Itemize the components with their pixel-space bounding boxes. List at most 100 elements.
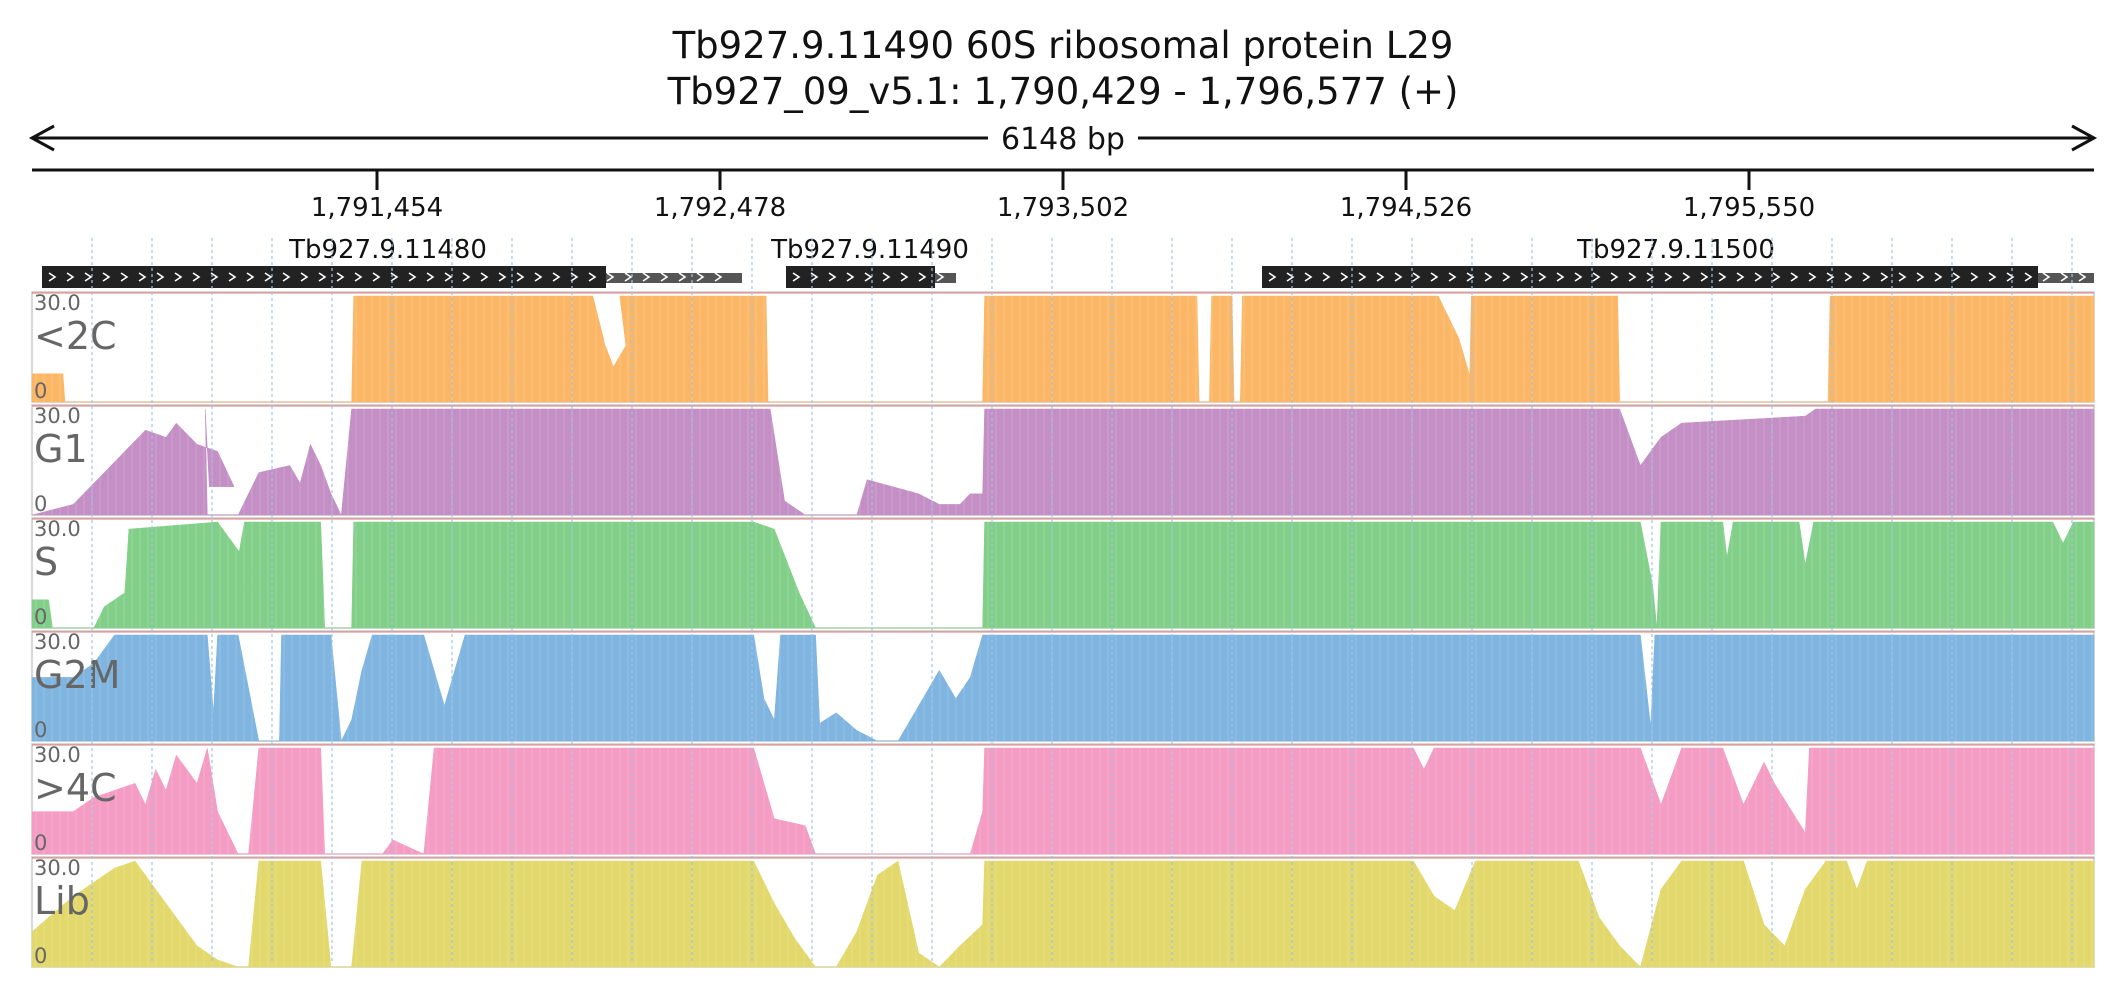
gene-3[interactable]: Tb927.9.11500 xyxy=(1262,235,2094,288)
strand-arrow-icon xyxy=(1646,272,1655,282)
strand-arrow-icon xyxy=(228,272,237,282)
strand-arrow-icon xyxy=(1862,272,1871,282)
gene-label: Tb927.9.11500 xyxy=(1576,235,1775,265)
track-ymax-label: 30.0 xyxy=(34,856,81,880)
strand-arrow-icon xyxy=(1772,272,1781,282)
coverage-area xyxy=(31,521,2095,629)
strand-arrow-icon xyxy=(1682,272,1691,282)
strand-arrow-icon xyxy=(354,272,363,282)
strand-arrow-icon xyxy=(570,272,579,282)
strand-arrow-icon xyxy=(210,272,219,282)
track-label: G2M xyxy=(34,653,120,697)
strand-arrow-icon xyxy=(1736,272,1745,282)
strand-arrow-icon xyxy=(390,272,399,282)
bar-texture xyxy=(35,294,2093,402)
span-label: 6148 bp xyxy=(1001,122,1125,157)
strand-arrow-icon xyxy=(552,272,561,282)
track-0: 30.0 0 <2C xyxy=(31,291,2095,403)
strand-arrow-icon xyxy=(426,272,435,282)
ruler-tick-label: 1,794,526 xyxy=(1340,193,1472,223)
track-ymin-label: 0 xyxy=(34,718,47,742)
strand-arrow-icon xyxy=(1412,272,1421,282)
strand-arrow-icon xyxy=(66,272,75,282)
strand-arrow-icon xyxy=(810,272,819,282)
coverage-area xyxy=(31,408,2095,516)
strand-arrow-icon xyxy=(138,272,147,282)
track-ymax-label: 30.0 xyxy=(34,630,81,654)
ruler-ticks: 1,791,454 1,792,478 1,793,502 1,794,526 1,79… xyxy=(311,170,1815,223)
track-ymax-label: 30.0 xyxy=(34,517,81,541)
strand-arrow-icon xyxy=(1718,272,1727,282)
coverage-area xyxy=(31,747,2095,855)
strand-arrow-icon xyxy=(1664,272,1673,282)
gene-label: Tb927.9.11480 xyxy=(288,235,487,265)
strand-arrow-icon xyxy=(1700,272,1709,282)
strand-arrow-icon xyxy=(372,272,381,282)
track-ymin-label: 0 xyxy=(34,492,47,516)
strand-arrow-icon xyxy=(792,272,801,282)
strand-arrow-icon xyxy=(1592,272,1601,282)
coverage-area xyxy=(31,860,2095,968)
strand-arrow-icon xyxy=(1466,272,1475,282)
strand-arrow-icon xyxy=(1358,272,1367,282)
gene-utr xyxy=(606,273,742,283)
track-ymin-label: 0 xyxy=(34,831,47,855)
gene-1[interactable]: Tb927.9.11480 xyxy=(42,235,742,288)
strand-arrow-icon xyxy=(1934,272,1943,282)
track-ymax-label: 30.0 xyxy=(34,291,81,315)
track-label: >4C xyxy=(34,766,117,810)
strand-arrow-icon xyxy=(1322,272,1331,282)
strand-arrow-icon xyxy=(1376,272,1385,282)
strand-arrow-icon xyxy=(1556,272,1565,282)
strand-arrow-icon xyxy=(84,272,93,282)
strand-arrow-icon xyxy=(120,272,129,282)
strand-arrow-icon xyxy=(1268,272,1277,282)
strand-arrow-icon xyxy=(444,272,453,282)
strand-arrow-icon xyxy=(1898,272,1907,282)
track-4: 30.0 0 >4C xyxy=(31,743,2095,855)
coverage-area xyxy=(31,634,2095,742)
strand-arrow-icon xyxy=(1340,272,1349,282)
gene-2[interactable]: Tb927.9.11490 xyxy=(770,235,969,288)
strand-arrow-icon xyxy=(48,272,57,282)
strand-arrow-icon xyxy=(2078,272,2087,282)
ruler-tick-label: 1,793,502 xyxy=(997,193,1129,223)
strand-arrow-icon xyxy=(1502,272,1511,282)
title-locus: Tb927_09_v5.1: 1,790,429 - 1,796,577 (+) xyxy=(667,70,1459,113)
strand-arrow-icon xyxy=(1790,272,1799,282)
strand-arrow-icon xyxy=(1286,272,1295,282)
strand-arrow-icon xyxy=(1952,272,1961,282)
strand-arrow-icon xyxy=(156,272,165,282)
strand-arrow-icon xyxy=(102,272,111,282)
strand-arrow-icon xyxy=(264,272,273,282)
strand-arrow-icon xyxy=(696,272,705,282)
title-gene: Tb927.9.11490 60S ribosomal protein L29 xyxy=(672,24,1454,67)
strand-arrow-icon xyxy=(900,272,909,282)
track-ymax-label: 30.0 xyxy=(34,743,81,767)
strand-arrow-icon xyxy=(1304,272,1313,282)
gene-label: Tb927.9.11490 xyxy=(770,235,969,265)
strand-arrow-icon xyxy=(1808,272,1817,282)
gene-body xyxy=(1262,266,2038,288)
track-label: G1 xyxy=(34,427,88,471)
strand-arrow-icon xyxy=(2042,272,2051,282)
strand-arrow-icon xyxy=(918,272,927,282)
bar-texture xyxy=(35,633,2093,741)
track-5: 30.0 0 Lib xyxy=(31,856,2095,968)
gene-track: Tb927.9.11480 Tb927.9.11490 Tb927.9.11500 xyxy=(42,235,2094,288)
strand-arrow-icon xyxy=(174,272,183,282)
strand-arrow-icon xyxy=(498,272,507,282)
strand-arrow-icon xyxy=(1628,272,1637,282)
strand-arrow-icon xyxy=(1538,272,1547,282)
strand-arrow-icon xyxy=(1844,272,1853,282)
strand-arrow-icon xyxy=(282,272,291,282)
strand-arrow-icon xyxy=(516,272,525,282)
bar-texture xyxy=(35,746,2093,854)
track-label: Lib xyxy=(34,879,90,923)
strand-arrow-icon xyxy=(1610,272,1619,282)
track-label: S xyxy=(34,540,58,584)
ruler-tick-label: 1,795,550 xyxy=(1683,193,1815,223)
strand-arrow-icon xyxy=(1754,272,1763,282)
strand-arrow-icon xyxy=(318,272,327,282)
